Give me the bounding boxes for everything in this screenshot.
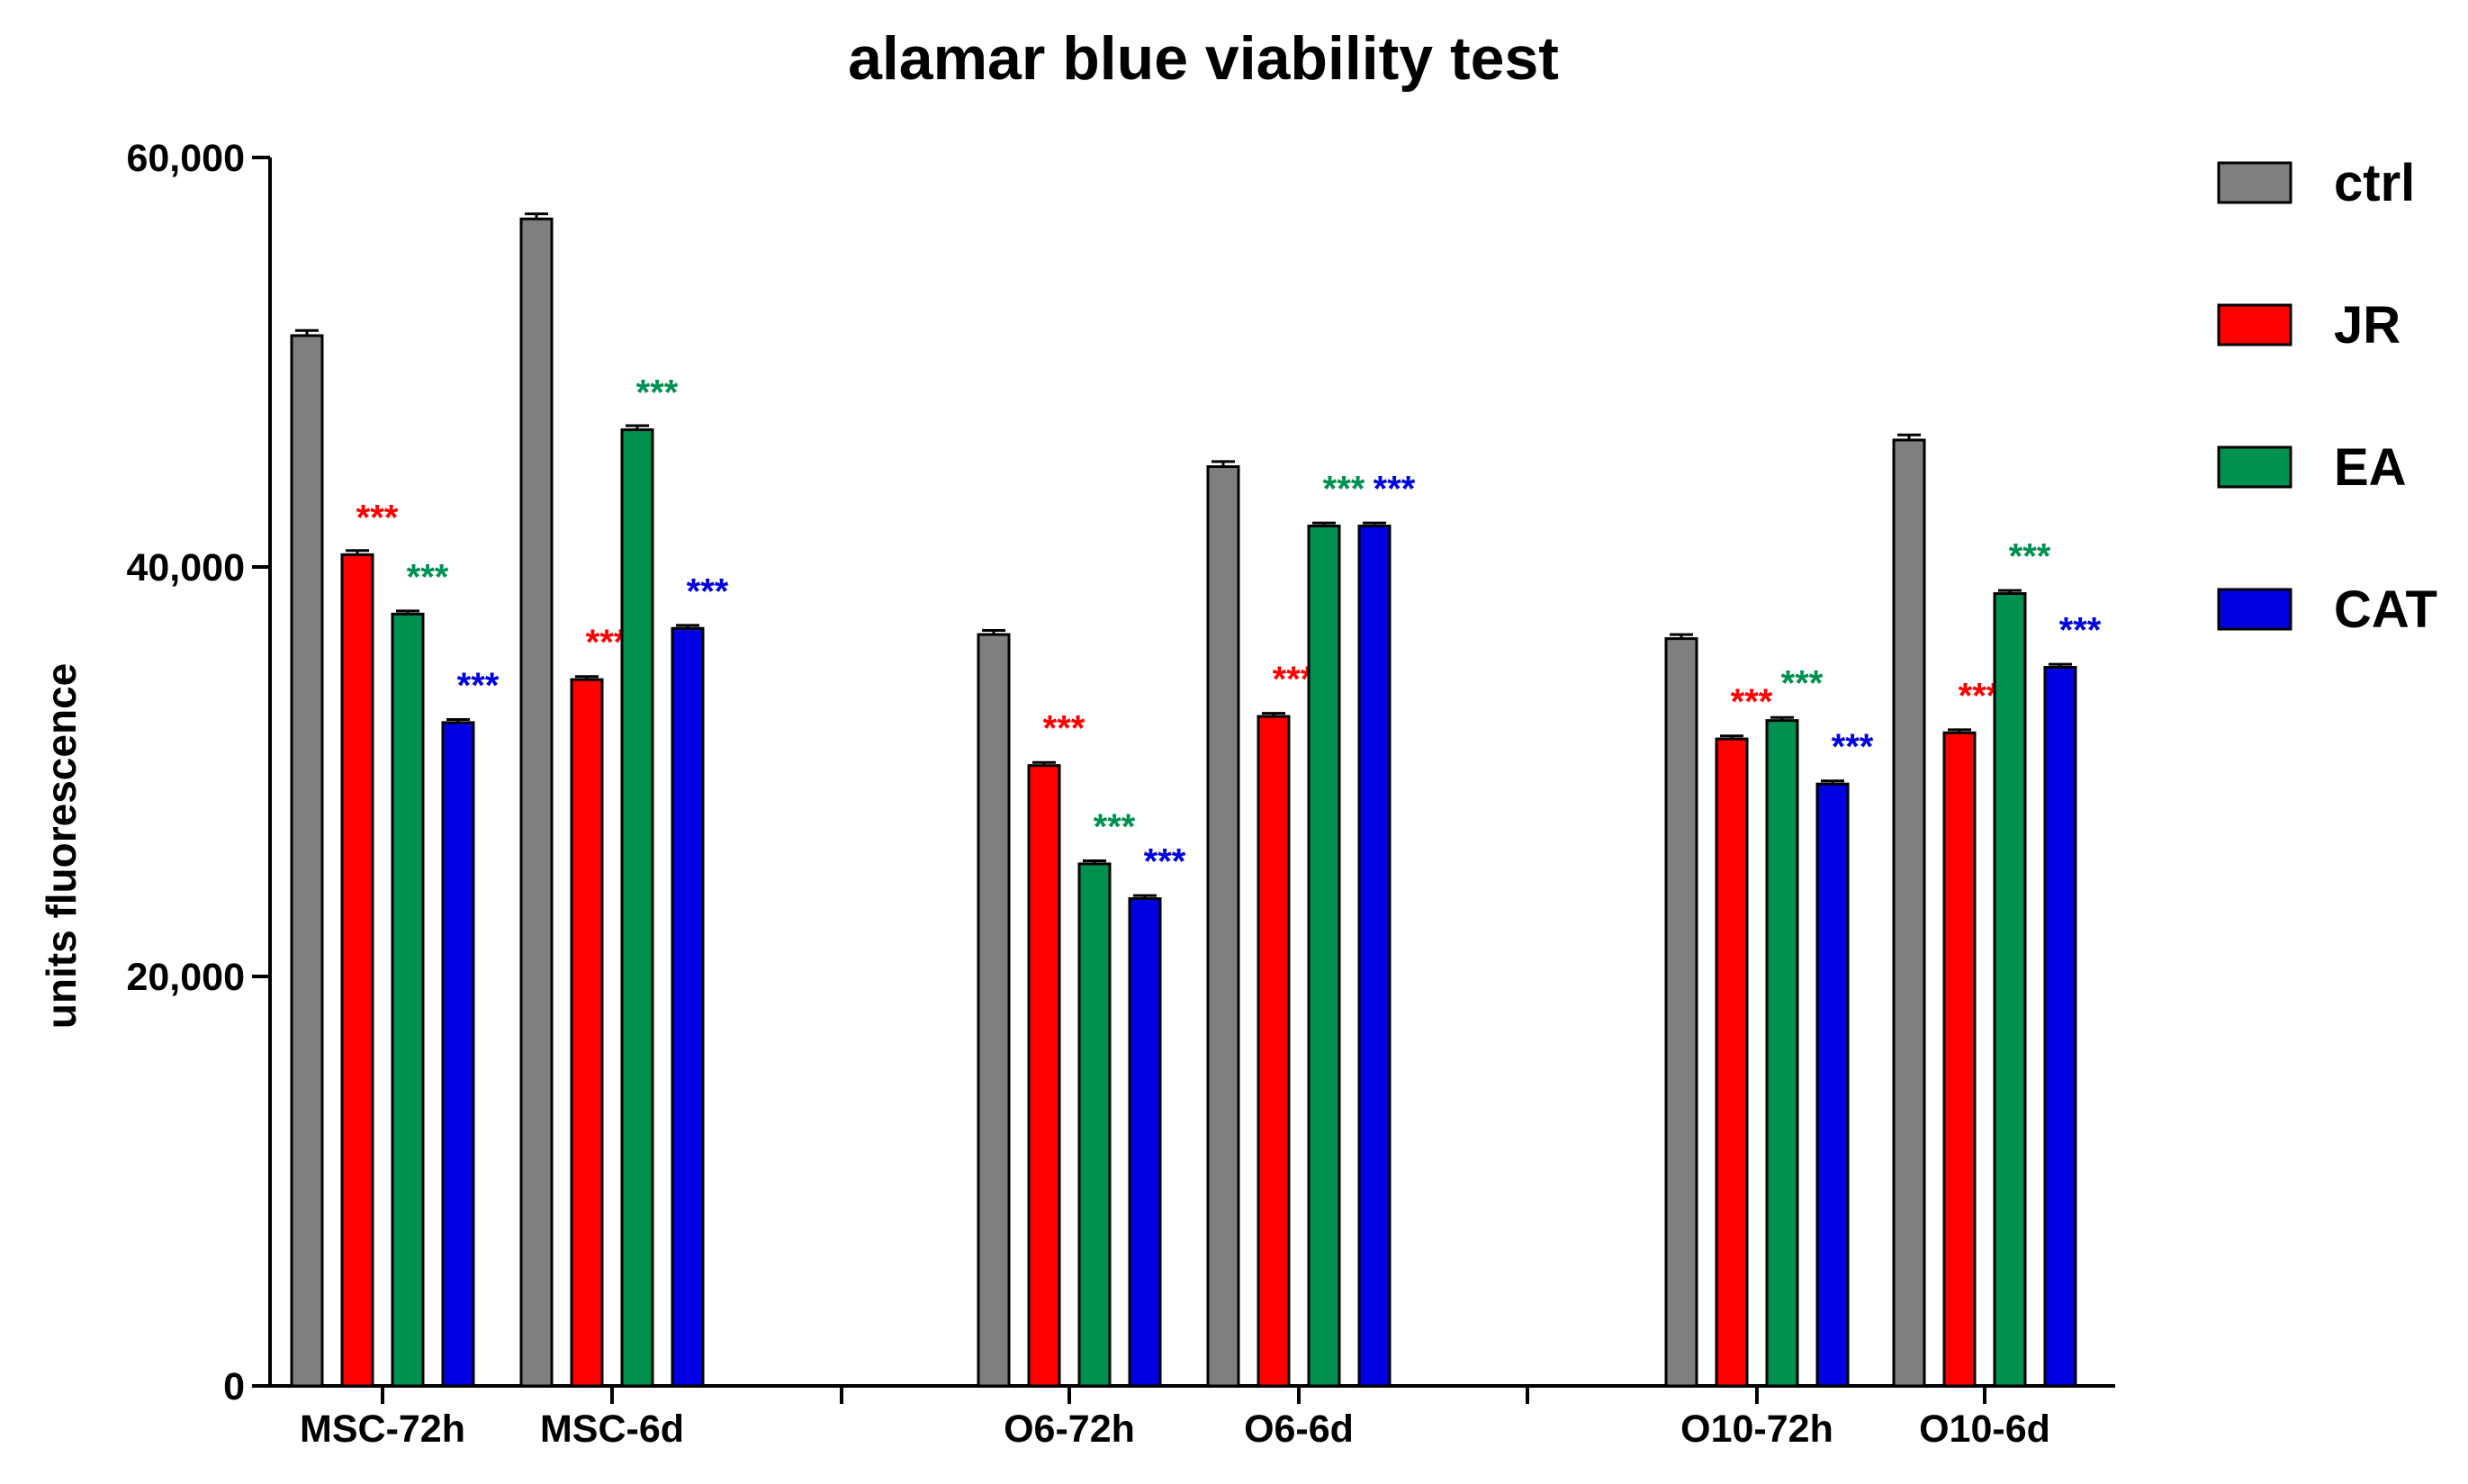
bar-ctrl-O10-72h: [1664, 637, 1698, 1388]
bar-EA-MSC-72h: [391, 612, 425, 1388]
bar-JR-O10-6d: [1942, 731, 1977, 1388]
bar-EA-O10-72h: [1765, 719, 1799, 1388]
bar-JR-O10-72h: [1715, 737, 1749, 1388]
bar-EA-O6-6d: [1307, 525, 1341, 1388]
legend-swatch-CAT: [2217, 588, 2292, 631]
legend-swatch-JR: [2217, 303, 2292, 346]
bar-EA-O10-6d: [1993, 592, 2027, 1388]
bar-CAT-O6-72h: [1128, 897, 1162, 1388]
significance-label: ***: [1731, 682, 1773, 722]
bar-JR-O6-6d: [1257, 715, 1291, 1388]
x-tick-label: MSC-6d: [540, 1408, 684, 1451]
significance-label: ***: [2009, 537, 2051, 577]
bar-ctrl-O6-6d: [1206, 465, 1240, 1388]
bars: ********************************* ****** *…: [290, 212, 2102, 1388]
bar-CAT-MSC-6d: [671, 626, 705, 1388]
significance-label: ***: [1094, 807, 1136, 847]
x-tick-label: MSC-72h: [300, 1408, 465, 1451]
significance-label: ***: [457, 666, 500, 706]
axes: 0 20,000 40,000 60,000 MSC-72h MSC-6d O6-72h O6…: [126, 137, 2115, 1451]
bar-ctrl-O6-72h: [977, 633, 1011, 1388]
significance-label: ***: [687, 571, 729, 611]
significance-label: ***: [356, 498, 399, 537]
bar-ctrl-MSC-72h: [290, 334, 324, 1388]
legend-swatch-EA: [2217, 445, 2292, 489]
significance-label: ***: [1144, 842, 1186, 882]
bar-CAT-O10-6d: [2043, 665, 2077, 1388]
legend-label-ctrl: ctrl: [2334, 154, 2415, 212]
bar-EA-O6-72h: [1077, 862, 1112, 1388]
x-tick-label: O10-72h: [1680, 1408, 1833, 1451]
bar-JR-MSC-72h: [340, 553, 374, 1388]
bar-CAT-O10-72h: [1815, 782, 1850, 1388]
chart-title: alamar blue viability test: [848, 24, 1559, 93]
significance-label: ***: [407, 557, 449, 597]
significance-label: ***: [1323, 470, 1365, 509]
bar-JR-MSC-6d: [570, 678, 604, 1388]
significance-label: ***: [2059, 610, 2102, 650]
x-tick-label: O10-6d: [1919, 1408, 2050, 1451]
legend-label-CAT: CAT: [2334, 580, 2437, 639]
bar-CAT-O6-6d: [1357, 525, 1392, 1388]
x-tick-label: O6-72h: [1004, 1408, 1135, 1451]
significance-label: ***: [1832, 727, 1874, 767]
y-axis-title: units fluorescence: [38, 663, 85, 1029]
bar-JR-O6-72h: [1027, 764, 1061, 1388]
y-tick-label: 60,000: [126, 137, 245, 180]
significance-label: ***: [636, 373, 679, 413]
legend-swatch-ctrl: [2217, 161, 2292, 204]
significance-label: ***: [1374, 470, 1416, 509]
y-tick-label: 20,000: [126, 956, 245, 999]
y-tick-label: 40,000: [126, 546, 245, 589]
bar-CAT-MSC-72h: [441, 721, 475, 1388]
significance-label: ***: [1781, 664, 1824, 704]
bar-ctrl-O10-6d: [1892, 438, 1926, 1388]
legend-label-JR: JR: [2334, 296, 2400, 355]
legend-label-EA: EA: [2334, 438, 2407, 497]
bar-ctrl-MSC-6d: [519, 217, 554, 1388]
bar-EA-MSC-6d: [620, 428, 654, 1388]
x-tick-label: O6-6d: [1244, 1408, 1354, 1451]
significance-label: ***: [1043, 709, 1085, 749]
legend: ctrl JR EA CAT: [2217, 154, 2437, 639]
y-tick-label: 0: [223, 1365, 245, 1408]
